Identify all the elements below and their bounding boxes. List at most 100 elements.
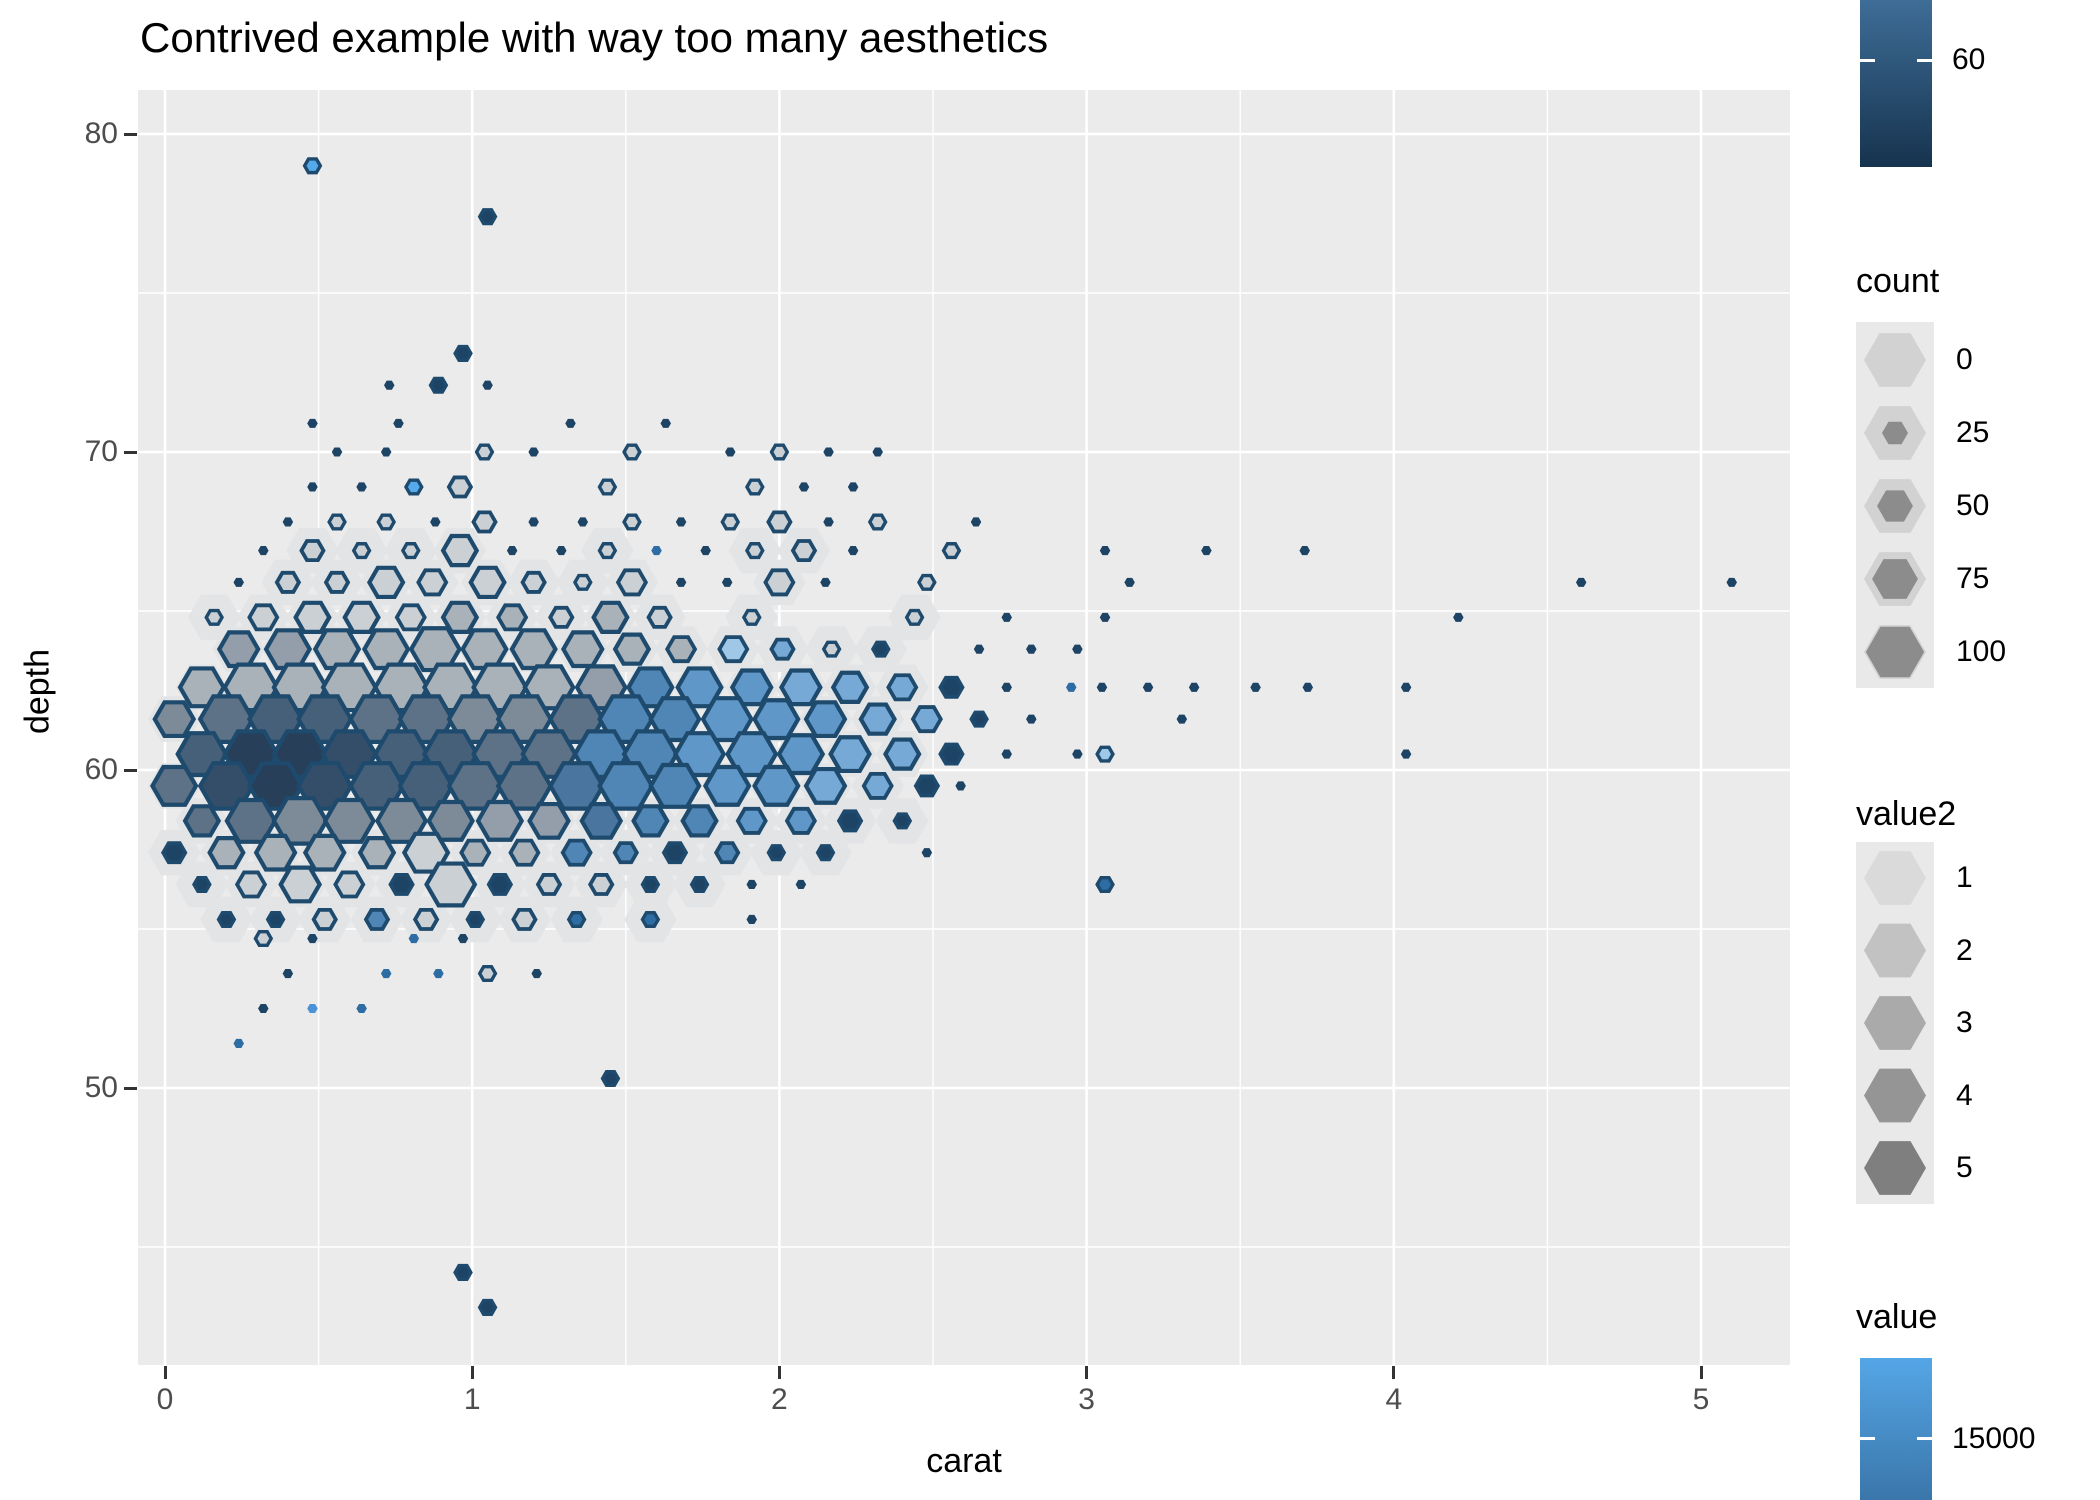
hex-cell: [970, 517, 982, 527]
hex-cell: [234, 870, 268, 899]
hex-cell: [921, 848, 933, 858]
hex-cell: [233, 577, 244, 587]
hex-cell: [769, 443, 790, 461]
hex-cell: [204, 608, 224, 626]
hex-cell: [216, 910, 237, 928]
hex-cell: [717, 635, 750, 664]
hex-cell: [453, 1263, 473, 1281]
hex-cell: [465, 910, 486, 928]
hex-cell: [388, 873, 415, 896]
hex-cell: [597, 761, 655, 811]
hex-cell: [357, 836, 397, 870]
hex-cell: [307, 1003, 318, 1014]
hex-cell: [520, 570, 547, 594]
hex-cell: [870, 640, 891, 658]
hex-cell: [1299, 546, 1310, 556]
hex-cell: [160, 841, 188, 865]
x-tick-label: 2: [771, 1383, 788, 1416]
hex-cell: [233, 1038, 244, 1049]
hex-cell: [400, 542, 421, 560]
hex-cell: [766, 844, 787, 862]
hex-cell: [1250, 682, 1261, 692]
hex-cell: [416, 568, 449, 597]
hex-cell: [1001, 749, 1012, 759]
hex-cell: [867, 513, 888, 531]
hex-cell: [640, 875, 661, 893]
hex-cell: [393, 418, 404, 428]
hex-cell: [460, 628, 509, 671]
hex-cell: [821, 640, 842, 658]
x-tick-mark: [1085, 1366, 1089, 1379]
value2-legend-title: value2: [1856, 795, 1957, 833]
hex-cell: [973, 644, 985, 654]
x-tick-mark: [470, 1366, 474, 1379]
hex-cell: [744, 542, 765, 560]
hex-cell: [820, 577, 831, 587]
count-key-bg-hexagon: [1864, 333, 1926, 387]
hex-cell: [861, 771, 894, 800]
hex-cell: [597, 542, 618, 560]
hex-cell: [192, 875, 212, 893]
hex-cell: [591, 600, 630, 635]
count-key-label: 75: [1956, 562, 1990, 595]
hex-cell: [612, 841, 640, 865]
hex-cell: [579, 801, 624, 840]
colorbar-tick: [1917, 58, 1932, 62]
hex-cell: [1026, 714, 1037, 724]
hex-cell: [651, 546, 662, 556]
hex-cell: [917, 573, 937, 591]
value-colorbar-tick-label: 15000: [1952, 1422, 2036, 1455]
hex-cell: [646, 605, 673, 629]
hex-cell: [506, 546, 518, 556]
value2-key-hexagon: [1864, 1141, 1926, 1195]
hex-cell: [474, 443, 495, 461]
hex-cell: [823, 447, 834, 457]
y-axis-title: depth: [18, 648, 57, 735]
hex-cell: [1065, 682, 1077, 692]
hex-cell: [828, 735, 872, 774]
hex-cell: [323, 570, 351, 594]
value2-key-hexagon: [1864, 1068, 1926, 1123]
hex-cell: [938, 675, 965, 699]
hex-cell: [477, 1298, 498, 1316]
hex-cell: [401, 831, 451, 874]
hex-cell: [1072, 749, 1083, 759]
hex-cell: [528, 517, 539, 527]
hex-cell: [752, 764, 801, 807]
hex-cell: [247, 603, 280, 632]
value2-key-label: 5: [1956, 1151, 1973, 1184]
count-key-inner-hexagon: [1881, 421, 1909, 445]
hex-cell: [207, 836, 246, 870]
value2-key-label: 1: [1956, 861, 1973, 894]
hex-cell: [836, 809, 864, 833]
hex-cell: [471, 510, 498, 534]
hex-cell: [307, 933, 318, 944]
hex-cell: [342, 600, 381, 635]
hex-cell: [886, 673, 919, 702]
count-key-inner-hexagon: [1865, 626, 1925, 678]
hex-cell: [910, 705, 943, 734]
hex-cell: [424, 861, 478, 908]
hex-cell: [913, 774, 941, 798]
hex-cell: [622, 443, 642, 461]
hex-cell: [282, 968, 294, 979]
hex-cell: [351, 542, 372, 560]
hex-cell: [403, 478, 424, 496]
hex-cell: [795, 879, 807, 890]
hex-cell: [278, 865, 323, 904]
hex-cell: [376, 513, 397, 531]
count-key-label: 50: [1956, 489, 1990, 522]
hex-cell: [440, 533, 480, 568]
value2-legend-keys: [1856, 842, 1934, 1204]
count-key-inner-hexagon: [1877, 490, 1913, 522]
hex-cell: [380, 968, 392, 979]
hex-cell: [847, 546, 859, 556]
hex-cell: [152, 700, 197, 739]
hex-cell: [408, 626, 462, 673]
hex-cell: [528, 447, 539, 457]
hex-cell: [547, 761, 606, 811]
hex-cell: [566, 910, 587, 928]
hex-cell: [784, 806, 818, 835]
hex-cell: [430, 517, 441, 527]
